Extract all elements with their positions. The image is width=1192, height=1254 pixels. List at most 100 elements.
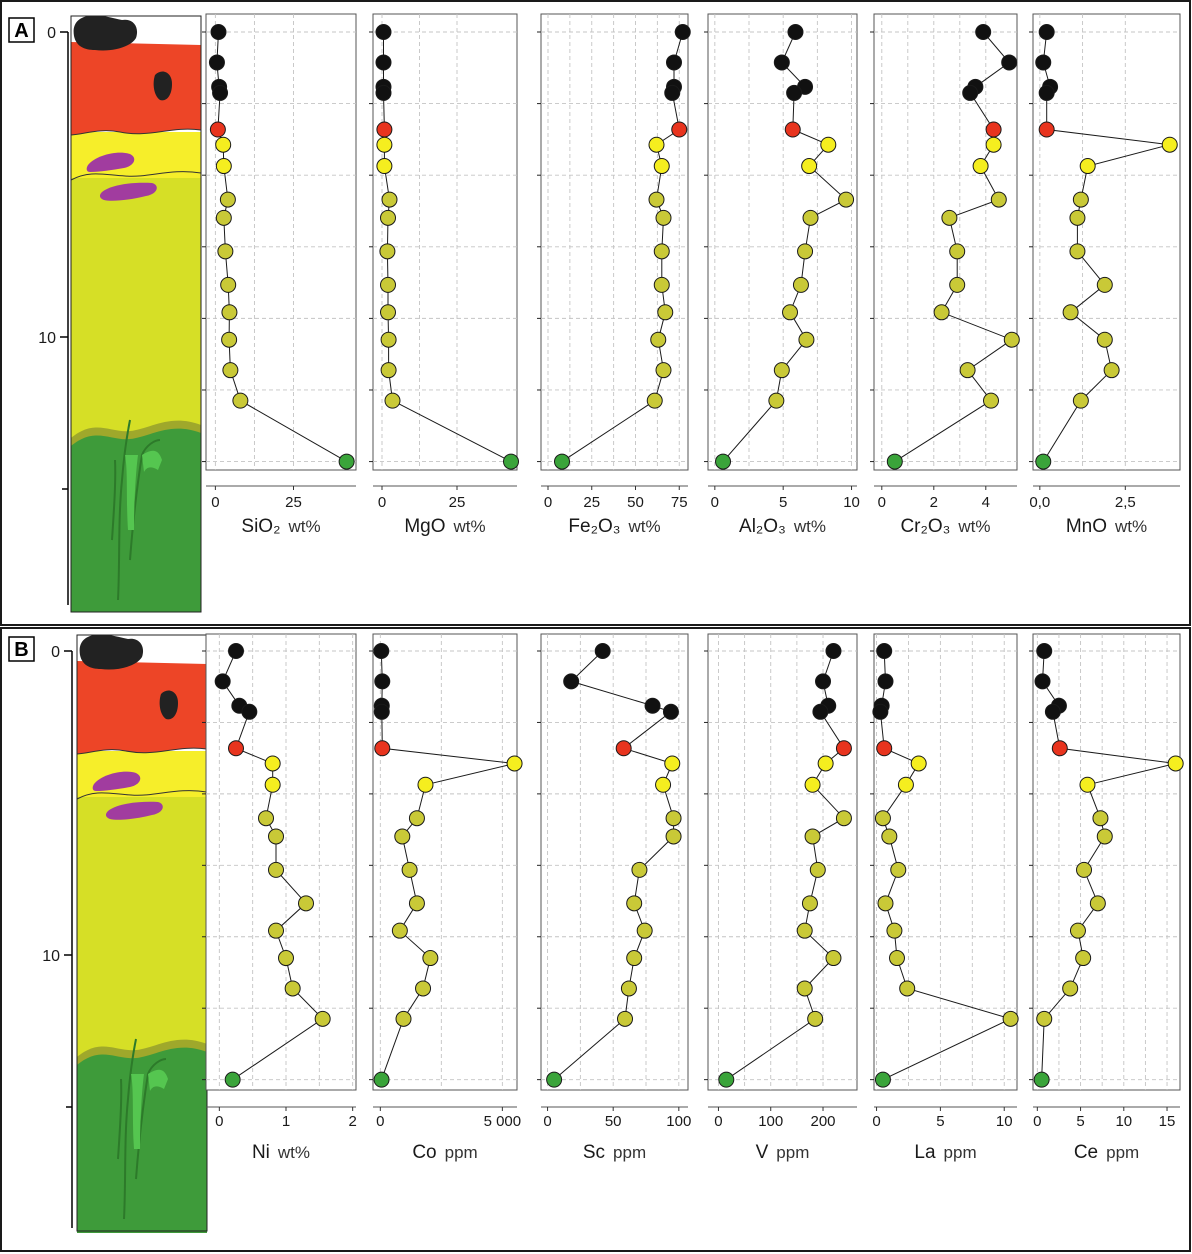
sample-point [1089,895,1106,912]
sample-point [820,136,837,153]
column-bedrock-top [77,1046,207,1089]
sample-point [1072,392,1089,409]
column-yellow-wave-bottom [76,790,208,800]
plot-frame [873,13,1018,471]
sample-point [391,922,408,939]
sample-point [228,740,244,757]
sample-point [1075,950,1092,967]
sample-point [1036,643,1053,659]
sample-point [214,673,231,690]
sample-point [648,191,665,208]
column-bedrock-top [71,427,201,470]
sample-point [662,703,679,720]
x-tick-label: 50 [627,494,644,511]
sample-point [876,643,893,659]
sample-point [801,895,818,912]
chart-sio2-panel-a: 0 25 SiO₂ wt% [202,13,357,537]
sample-point [990,191,1007,208]
x-axis-label-quantity: V [756,1142,769,1163]
sample-point [655,209,672,226]
sample-point [876,740,893,757]
x-tick-label: 4 [982,494,990,511]
x-tick-label: 0 [215,1113,223,1130]
x-axis-label-unit: wt% [287,517,320,536]
sample-point [221,331,238,348]
sample-point [615,740,632,757]
x-axis-label-unit: wt% [277,1143,310,1162]
sample-point [620,980,637,997]
x-axis-label: MnO wt% [1066,516,1147,537]
sample-point [1076,861,1093,878]
column-red-zone [77,661,207,754]
column-purple-lens-2 [99,182,157,201]
sample-point [215,158,232,175]
sample-point [221,304,238,321]
sample-point [674,24,691,40]
panel-b-depth-axis: 0 10 [42,644,73,1228]
sample-point [268,922,284,939]
x-axis-label: SiO₂ wt% [241,516,320,537]
sample-point [888,950,905,967]
x-tick-label: 25 [449,494,466,511]
sample-point [417,776,434,793]
x-tick-label: 0 [878,494,886,511]
sample-point [338,453,355,470]
x-tick-label: 25 [583,494,600,511]
sample-point [768,392,785,409]
sample-point [773,362,790,379]
sample-point [228,643,244,659]
x-axis-label-quantity: Cr₂O₃ [900,516,950,537]
sample-point [653,243,670,260]
sample-point [975,24,992,40]
sample-point [408,810,425,827]
sample-point [422,950,439,967]
sample-point [872,703,889,720]
x-axis-label: Ce ppm [1074,1142,1139,1163]
sample-point [797,243,814,260]
x-axis-label-unit: ppm [613,1143,646,1162]
x-tick-label: 10 [1115,1113,1132,1130]
sample-point [384,392,401,409]
sample-point [796,922,813,939]
x-axis-label: Fe₂O₃ wt% [568,516,660,537]
sample-point [1096,276,1113,293]
sample-point [949,243,966,260]
sample-point [910,755,927,772]
column-dark-nodule [153,71,172,101]
column-purple-lens-1 [86,152,135,172]
sample-point [1038,24,1055,40]
column-vein-fill [125,450,162,530]
x-tick-label: 10 [996,1113,1013,1130]
chart-sc-panel-b: 0 50 100 Sc ppm [537,633,691,1163]
column-yellow-wave-top [70,128,202,136]
plot-frame [205,13,357,471]
sample-point [284,980,301,997]
sample-point [1038,121,1055,138]
x-axis-label-quantity: La [914,1142,936,1163]
sample-point [278,950,294,967]
panel-a-letter: A [14,20,28,42]
sample-point [380,362,397,379]
sample-point [715,453,732,470]
x-axis-label-unit: ppm [776,1143,809,1162]
x-tick-label: 75 [671,494,688,511]
sample-point [217,243,234,260]
sample-point [232,392,249,409]
x-tick-label: 0,0 [1029,494,1050,511]
x-axis-label-unit: ppm [445,1143,478,1162]
sample-point [1062,980,1079,997]
sample-point [563,673,580,690]
sample-point [375,54,392,71]
sample-point [210,24,227,40]
sample-point [933,304,950,321]
sample-point [985,136,1002,153]
sample-point [373,643,390,659]
sample-point [801,158,818,175]
x-axis-label-quantity: Al₂O₃ [739,516,786,537]
sample-point [1034,673,1051,690]
sample-point [874,1071,891,1088]
column-purple-lens-1 [92,771,141,791]
x-tick-label: 5 [779,494,787,511]
